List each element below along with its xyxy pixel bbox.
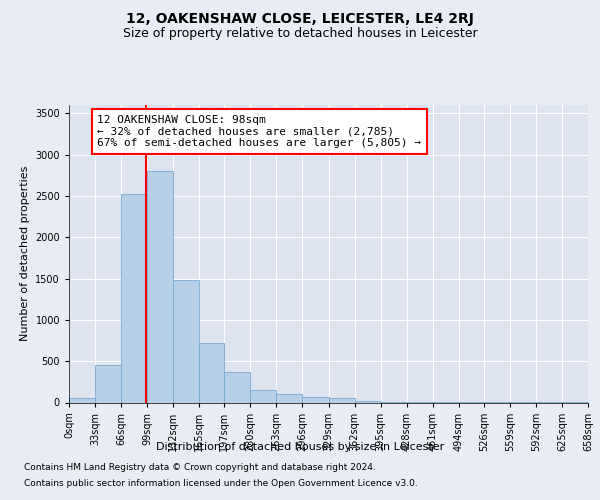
Bar — [302, 396, 329, 402]
Y-axis label: Number of detached properties: Number of detached properties — [20, 166, 29, 342]
Text: Distribution of detached houses by size in Leicester: Distribution of detached houses by size … — [156, 442, 444, 452]
Bar — [250, 390, 277, 402]
Bar — [69, 398, 95, 402]
Bar — [355, 401, 380, 402]
Bar — [95, 366, 121, 403]
Text: 12 OAKENSHAW CLOSE: 98sqm
← 32% of detached houses are smaller (2,785)
67% of se: 12 OAKENSHAW CLOSE: 98sqm ← 32% of detac… — [97, 115, 421, 148]
Bar — [121, 194, 147, 402]
Text: Size of property relative to detached houses in Leicester: Size of property relative to detached ho… — [122, 28, 478, 40]
Bar — [277, 394, 302, 402]
Bar — [173, 280, 199, 402]
Bar — [224, 372, 250, 402]
Bar — [147, 171, 173, 402]
Text: Contains public sector information licensed under the Open Government Licence v3: Contains public sector information licen… — [24, 478, 418, 488]
Text: 12, OAKENSHAW CLOSE, LEICESTER, LE4 2RJ: 12, OAKENSHAW CLOSE, LEICESTER, LE4 2RJ — [126, 12, 474, 26]
Bar — [329, 398, 355, 402]
Bar — [199, 343, 224, 402]
Text: Contains HM Land Registry data © Crown copyright and database right 2024.: Contains HM Land Registry data © Crown c… — [24, 464, 376, 472]
